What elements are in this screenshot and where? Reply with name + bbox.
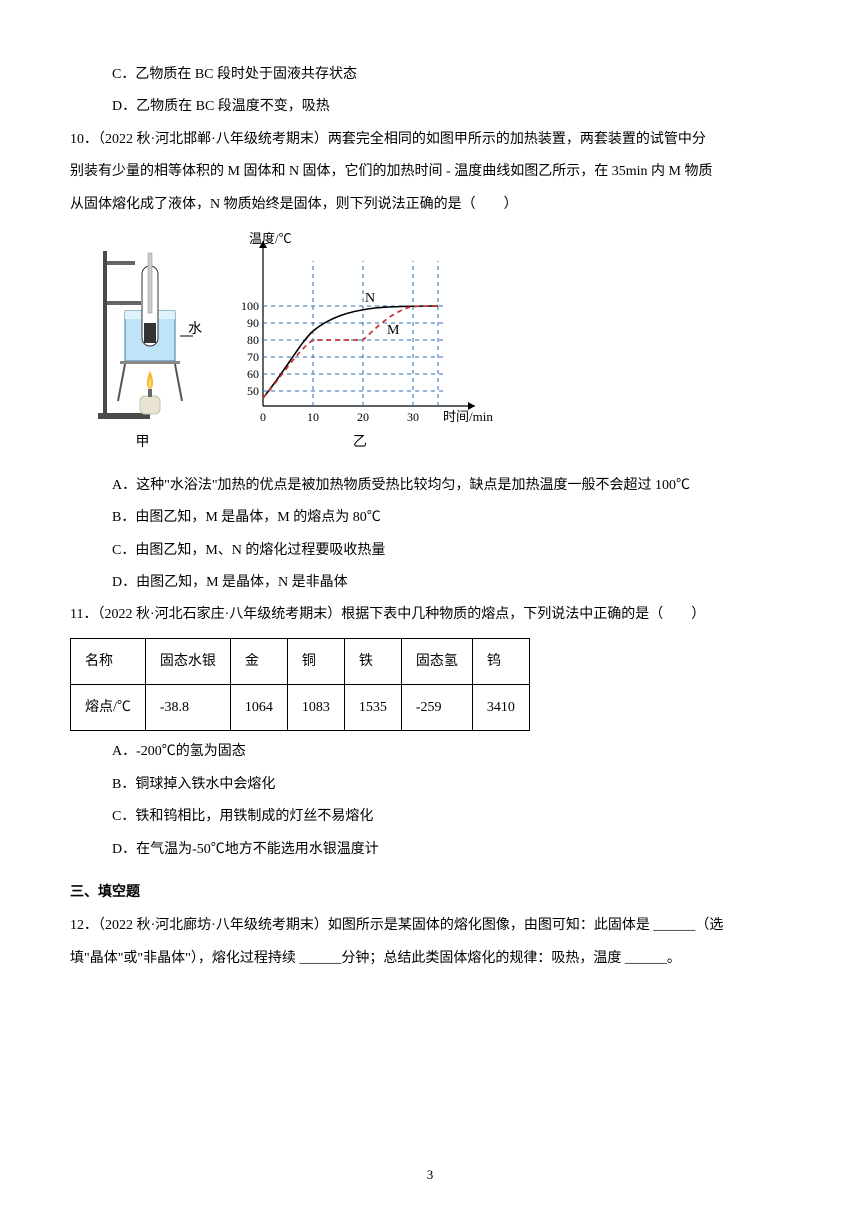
q10-stem-line3: 从固体熔化成了液体，N 物质始终是固体，则下列说法正确的是（ ） [70,190,790,219]
svg-text:60: 60 [247,367,259,381]
fig-jia: 甲 [90,241,195,457]
q12-line2: 填"晶体"或"非晶体"），熔化过程持续 ______分钟；总结此类固体熔化的规律… [70,944,790,973]
q10-option-d: D．由图乙知，M 是晶体，N 是非晶体 [70,568,790,597]
cell: 3410 [472,685,529,731]
table-row: 熔点/℃ -38.8 1064 1083 1535 -259 3410 [71,685,530,731]
cell: 钨 [472,638,529,684]
svg-text:70: 70 [247,350,259,364]
fig-yi-label: 乙 [353,428,367,457]
q11-option-d: D．在气温为-50℃地方不能选用水银温度计 [70,835,790,864]
q10-stem-line2: 别装有少量的相等体积的 M 固体和 N 固体，它们的加热时间 - 温度曲线如图乙… [70,157,790,186]
cell: 1083 [287,685,344,731]
fig-yi: 温度/℃ 时间/min 50 60 70 80 90 100 0 10 20 3… [225,231,495,457]
q10-option-c: C．由图乙知，M、N 的熔化过程要吸收热量 [70,536,790,565]
option-d: D．乙物质在 BC 段温度不变，吸热 [70,92,790,121]
svg-text:50: 50 [247,384,259,398]
cell: 金 [230,638,287,684]
q11-option-b: B．铜球掉入铁水中会熔化 [70,770,790,799]
page-number: 3 [427,1161,434,1188]
water-label: 水 [188,315,208,344]
cell: 1064 [230,685,287,731]
q10-option-b: B．由图乙知，M 是晶体，M 的熔点为 80℃ [70,503,790,532]
cell: 固态水银 [145,638,230,684]
apparatus-svg [90,241,195,426]
q11-option-c: C．铁和钨相比，用铁制成的灯丝不易熔化 [70,802,790,831]
q10-option-a: A．这种"水浴法"加热的优点是被加热物质受热比较均匀，缺点是加热温度一般不会超过… [70,471,790,500]
svg-text:30: 30 [407,410,419,424]
svg-text:N: N [365,291,375,306]
svg-text:80: 80 [247,333,259,347]
q11-stem: 11．（2022 秋·河北石家庄·八年级统考期末）根据下表中几种物质的熔点，下列… [70,600,790,629]
q12-line1: 12．（2022 秋·河北廊坊·八年级统考期末）如图所示是某固体的熔化图像，由图… [70,911,790,940]
fig-jia-label: 甲 [136,428,150,457]
svg-text:时间/min: 时间/min [443,409,493,424]
cell: 固态氢 [401,638,472,684]
q11-option-a: A．-200℃的氢为固态 [70,737,790,766]
svg-text:0: 0 [260,410,266,424]
svg-text:90: 90 [247,316,259,330]
option-c: C．乙物质在 BC 段时处于固液共存状态 [70,60,790,89]
cell: -38.8 [145,685,230,731]
table-row: 名称 固态水银 金 铜 铁 固态氢 钨 [71,638,530,684]
cell: 名称 [71,638,146,684]
q11-table: 名称 固态水银 金 铜 铁 固态氢 钨 熔点/℃ -38.8 1064 1083… [70,638,530,732]
section-head: 三、填空题 [70,878,790,907]
cell: -259 [401,685,472,731]
cell: 熔点/℃ [71,685,146,731]
svg-text:100: 100 [241,299,259,313]
cell: 1535 [344,685,401,731]
q10-stem-line1: 10．（2022 秋·河北邯郸·八年级统考期末）两套完全相同的如图甲所示的加热装… [70,125,790,154]
cell: 铁 [344,638,401,684]
svg-text:20: 20 [357,410,369,424]
svg-text:10: 10 [307,410,319,424]
chart-svg: 温度/℃ 时间/min 50 60 70 80 90 100 0 10 20 3… [225,231,495,426]
cell: 铜 [287,638,344,684]
svg-text:M: M [387,323,400,338]
svg-text:温度/℃: 温度/℃ [249,231,292,246]
